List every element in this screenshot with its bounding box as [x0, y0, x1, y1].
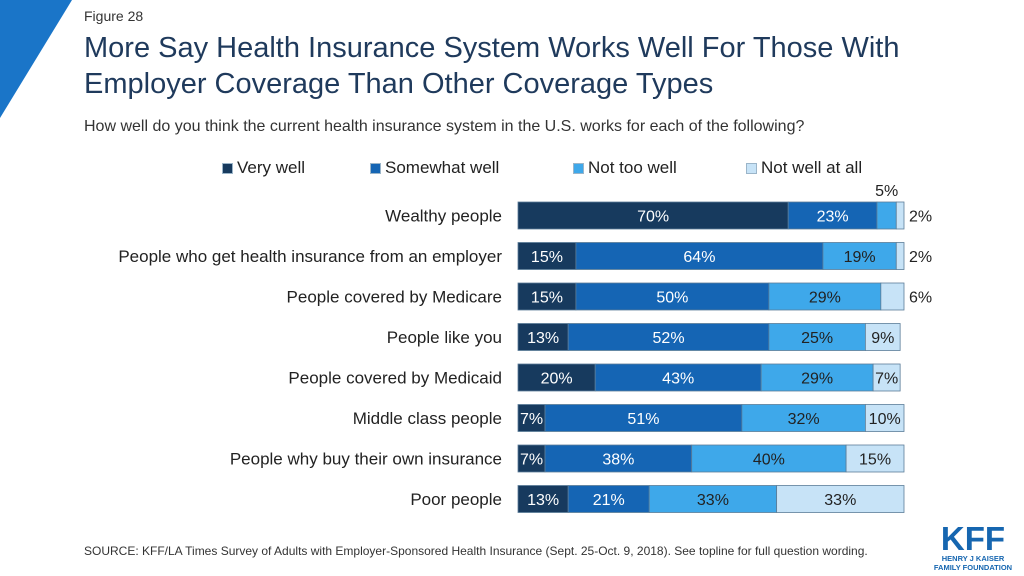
corner-triangle-shape	[0, 0, 72, 118]
bar-very-well-people-covered-by-medicare	[517, 282, 577, 311]
data-label-not-well-at-all-poor-people: 33%	[824, 492, 856, 509]
data-label-very-well-middle-class-people: 7%	[520, 411, 543, 428]
bar-somewhat-well-poor-people	[567, 485, 650, 513]
data-label-somewhat-well-middle-class-people: 51%	[627, 411, 659, 428]
data-label-not-well-at-all-people-covered-by-medicaid: 7%	[875, 371, 898, 388]
data-label-not-well-at-all-people-why-buy-their-own-insurance: 15%	[859, 452, 891, 469]
data-label-not-well-at-all-wealthy-people: 2%	[909, 209, 932, 226]
data-label-not-too-well-wealthy-people: 5%	[875, 183, 898, 200]
data-label-somewhat-well-people-who-get-health-insurance-from-an-employer: 64%	[683, 249, 715, 266]
data-label-not-too-well-people-why-buy-their-own-insurance: 40%	[753, 452, 785, 469]
bar-somewhat-well-people-like-you	[567, 323, 770, 351]
bar-somewhat-well-people-covered-by-medicaid	[594, 363, 762, 392]
bar-not-too-well-middle-class-people	[741, 404, 866, 432]
legend-swatch-very-well	[222, 162, 233, 174]
data-label-very-well-people-why-buy-their-own-insurance: 7%	[520, 452, 543, 469]
bar-somewhat-well-middle-class-people	[544, 404, 743, 432]
legend-item-not-well-at-all: Not well at all	[746, 158, 862, 178]
bar-not-well-at-all-people-who-get-health-insurance-from-an-employer	[895, 242, 905, 270]
legend-label-somewhat-well: Somewhat well	[385, 158, 500, 177]
logo-wordmark: KFF	[941, 520, 1005, 557]
category-label-wealthy-people: Wealthy people	[385, 207, 502, 226]
chart-title: More Say Health Insurance System Works W…	[84, 32, 900, 100]
data-label-not-too-well-middle-class-people: 32%	[788, 411, 820, 428]
data-label-not-well-at-all-people-covered-by-medicare: 6%	[909, 290, 932, 307]
legend-label-not-too-well: Not too well	[588, 158, 677, 177]
bar-not-well-at-all-poor-people	[776, 485, 905, 513]
legend-swatch-somewhat-well	[370, 162, 381, 174]
bar-not-well-at-all-wealthy-people	[895, 201, 905, 230]
kff-logo: KFF HENRY J KAISER FAMILY FOUNDATION	[934, 520, 1012, 572]
source-note: SOURCE: KFF/LA Times Survey of Adults wi…	[84, 544, 868, 558]
data-label-not-too-well-poor-people: 33%	[697, 492, 729, 509]
legend-item-very-well: Very well	[222, 158, 305, 178]
bar-not-too-well-people-covered-by-medicaid	[760, 363, 874, 392]
data-label-very-well-people-like-you: 13%	[527, 330, 559, 347]
bar-very-well-wealthy-people	[517, 201, 789, 230]
category-label-people-who-get-health-insurance-from-an-employer: People who get health insurance from an …	[118, 247, 502, 266]
data-label-not-too-well-people-covered-by-medicaid: 29%	[801, 371, 833, 388]
bar-very-well-people-who-get-health-insurance-from-an-employer	[517, 242, 577, 270]
figure-label: Figure 28	[84, 8, 144, 24]
data-label-somewhat-well-poor-people: 21%	[593, 492, 625, 509]
data-label-not-well-at-all-middle-class-people: 10%	[869, 411, 901, 428]
bar-somewhat-well-people-why-buy-their-own-insurance	[544, 444, 693, 473]
bar-not-too-well-wealthy-people	[876, 201, 897, 230]
data-label-not-too-well-people-who-get-health-insurance-from-an-employer: 19%	[844, 249, 876, 266]
data-label-somewhat-well-people-like-you: 52%	[653, 330, 685, 347]
legend-swatch-not-well-at-all	[746, 162, 757, 174]
bar-very-well-people-covered-by-medicaid	[517, 363, 596, 392]
data-label-somewhat-well-wealthy-people: 23%	[817, 209, 849, 226]
data-label-not-too-well-people-covered-by-medicare: 29%	[809, 290, 841, 307]
data-label-somewhat-well-people-covered-by-medicaid: 43%	[662, 371, 694, 388]
data-label-not-too-well-people-like-you: 25%	[801, 330, 833, 347]
bar-somewhat-well-wealthy-people	[787, 201, 878, 230]
data-label-somewhat-well-people-why-buy-their-own-insurance: 38%	[602, 452, 634, 469]
bar-very-well-people-why-buy-their-own-insurance	[517, 444, 546, 473]
category-label-middle-class-people: Middle class people	[353, 409, 502, 428]
bar-very-well-middle-class-people	[517, 404, 546, 432]
data-label-very-well-people-covered-by-medicare: 15%	[531, 290, 563, 307]
data-label-not-well-at-all-people-like-you: 9%	[871, 330, 894, 347]
bar-not-well-at-all-people-like-you	[865, 323, 901, 351]
legend-item-not-too-well: Not too well	[573, 158, 677, 178]
bar-not-well-at-all-people-covered-by-medicare	[880, 282, 905, 311]
logo-line-2: FAMILY FOUNDATION	[934, 563, 1012, 572]
legend-label-very-well: Very well	[237, 158, 306, 177]
bar-not-well-at-all-middle-class-people	[865, 404, 905, 432]
bar-not-too-well-people-like-you	[768, 323, 866, 351]
data-label-somewhat-well-people-covered-by-medicare: 50%	[656, 290, 688, 307]
data-label-very-well-people-covered-by-medicaid: 20%	[541, 371, 573, 388]
legend-swatch-not-too-well	[573, 162, 584, 174]
category-label-people-covered-by-medicaid: People covered by Medicaid	[288, 369, 502, 388]
bar-not-too-well-poor-people	[648, 485, 778, 513]
data-label-not-well-at-all-people-who-get-health-insurance-from-an-employer: 2%	[909, 249, 932, 266]
bar-not-too-well-people-why-buy-their-own-insurance	[691, 444, 847, 473]
data-label-very-well-wealthy-people: 70%	[637, 209, 669, 226]
category-label-poor-people: Poor people	[410, 490, 502, 509]
bar-not-well-at-all-people-covered-by-medicaid	[872, 363, 901, 392]
logo-line-1: HENRY J KAISER	[942, 554, 1005, 563]
corner-triangle-decoration	[0, 0, 72, 118]
bar-not-well-at-all-people-why-buy-their-own-insurance	[845, 444, 905, 473]
data-label-very-well-poor-people: 13%	[527, 492, 559, 509]
category-label-people-covered-by-medicare: People covered by Medicare	[287, 288, 502, 307]
legend-label-not-well-at-all: Not well at all	[761, 158, 863, 177]
bar-very-well-people-like-you	[517, 323, 569, 351]
bar-somewhat-well-people-covered-by-medicare	[575, 282, 770, 311]
data-label-very-well-people-who-get-health-insurance-from-an-employer: 15%	[531, 249, 563, 266]
legend-item-somewhat-well: Somewhat well	[370, 158, 499, 178]
category-label-people-like-you: People like you	[387, 328, 502, 347]
bar-not-too-well-people-covered-by-medicare	[768, 282, 882, 311]
category-label-people-why-buy-their-own-insurance: People why buy their own insurance	[230, 450, 502, 469]
bar-somewhat-well-people-who-get-health-insurance-from-an-employer	[575, 242, 824, 270]
chart-subtitle: How well do you think the current health…	[84, 118, 805, 135]
